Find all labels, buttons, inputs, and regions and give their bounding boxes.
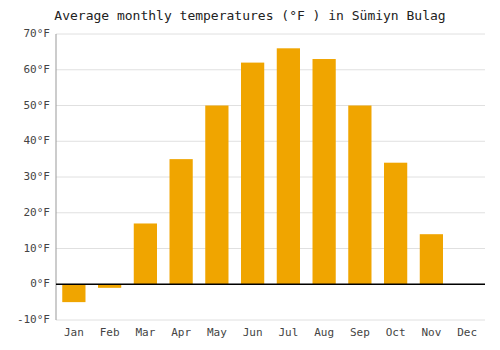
grid-line [56,284,485,285]
y-tick-label: 30°F [24,170,51,183]
y-tick-label: 60°F [24,63,51,76]
x-tick-label: May [207,326,227,339]
grid-line [56,141,485,142]
bars [62,48,443,302]
y-tick-label: 40°F [24,134,51,147]
bar [62,284,85,302]
x-tick-label: Sep [350,326,370,339]
bar [241,63,264,285]
y-tick-label: 50°F [24,99,51,112]
y-grid [56,34,485,320]
bar [420,234,443,284]
grid-line [56,69,485,70]
y-axis-line [56,34,57,320]
bar [348,106,371,285]
x-tick-label: Aug [314,326,334,339]
x-axis: Jan Feb Mar Apr May Jun Jul Aug Sep Oct Nov Dec [64,326,477,339]
grid-line [56,212,485,213]
y-tick-label: 0°F [30,277,50,290]
y-tick-label: 10°F [24,242,51,255]
grid-line [56,34,485,35]
bar [277,48,300,284]
chart-container: -10°F 0°F 10°F 20°F 30°F 40°F 50°F 60°F 70°F Jan F… [0,0,500,350]
x-tick-label: Jan [64,326,84,339]
x-tick-label: Nov [421,326,441,339]
bar [313,59,336,284]
y-axis: -10°F 0°F 10°F 20°F 30°F 40°F 50°F 60°F 70°F [17,27,56,326]
bar [205,106,228,285]
y-tick-label: 70°F [24,27,51,40]
title: Average monthly temperatures (°F ) in Sü… [54,8,445,23]
x-tick-label: Mar [135,326,155,339]
x-tick-label: Feb [100,326,120,339]
x-tick-label: Jun [243,326,263,339]
bar [134,223,157,284]
y-tick-label: 20°F [24,206,51,219]
bar [170,159,193,284]
x-tick-label: Oct [386,326,406,339]
grid-line [56,177,485,178]
grid-line [56,320,485,321]
bar [384,163,407,285]
chart: -10°F 0°F 10°F 20°F 30°F 40°F 50°F 60°F 70°F Jan F… [0,0,500,350]
y-tick-label: -10°F [17,313,50,326]
zero-line [56,284,485,286]
x-tick-label: Dec [457,326,477,339]
grid-line [56,105,485,106]
x-tick-label: Apr [171,326,191,339]
x-tick-label: Jul [278,326,298,339]
